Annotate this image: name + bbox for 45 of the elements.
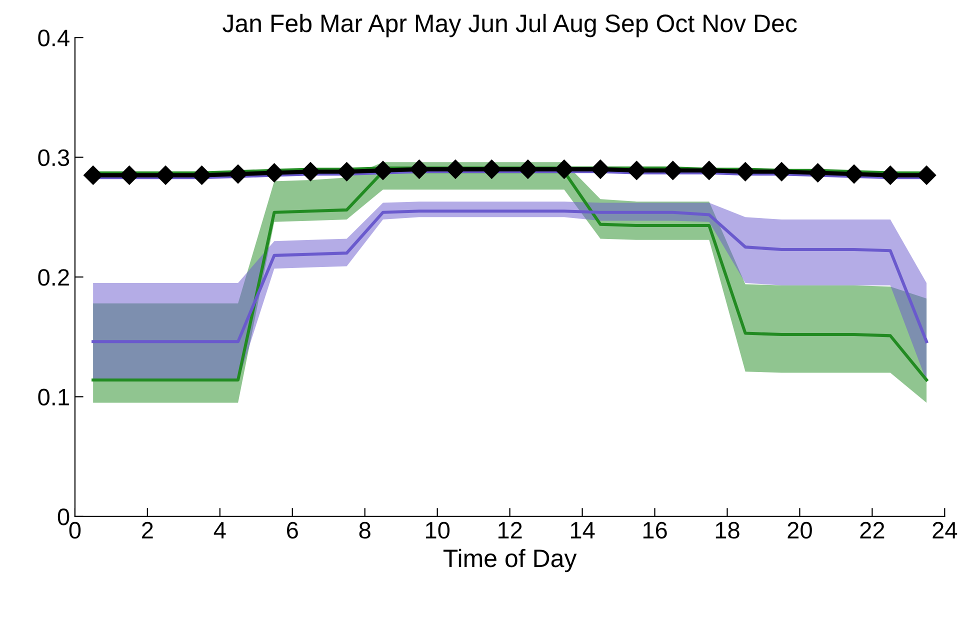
point [446,160,465,179]
x-tick-label: 8 [359,522,370,539]
y-tick-label: 0.3 [38,149,70,166]
x-tick-label: 24 [932,522,958,538]
point [627,160,646,180]
point [736,162,755,182]
x-axis-title: Time of Day [443,548,577,572]
x-tick-label: 20 [788,522,812,539]
point [300,162,320,182]
point [337,162,356,182]
x-tick-label: 0 [69,522,81,539]
x-tick-label: 18 [716,522,740,539]
chart-title: Jan Feb Mar Apr May Jun Jul Aug Sep Oct Nov Dec [222,14,797,38]
point [518,160,538,179]
point [844,164,864,184]
y-tick-label: 0 [58,508,70,526]
point [590,160,610,179]
point [880,166,900,185]
x-tick-label: 2 [142,522,153,538]
point [120,166,139,185]
point [917,166,936,185]
point [373,160,393,180]
point [228,164,248,184]
point [482,160,502,179]
x-tick-label: 12 [498,522,522,538]
x-tick-label: 16 [643,522,667,539]
line-series [92,210,928,344]
point [808,163,828,182]
y-tick-label: 0.1 [38,388,69,406]
y-tick-label: 0.2 [38,269,69,286]
point [410,160,429,179]
point [192,166,212,185]
point [772,162,792,182]
point [663,160,682,180]
x-tick-label: 4 [214,522,226,538]
x-tick-label: 6 [287,522,298,539]
point [554,160,574,179]
x-tick-label: 22 [860,522,884,538]
y-tick-label: 0.4 [38,30,70,46]
x-tick-label: 14 [570,522,595,538]
point [700,160,719,180]
point [264,163,284,182]
x-tick-label: 10 [426,522,450,539]
point [84,166,103,185]
point [156,166,176,185]
